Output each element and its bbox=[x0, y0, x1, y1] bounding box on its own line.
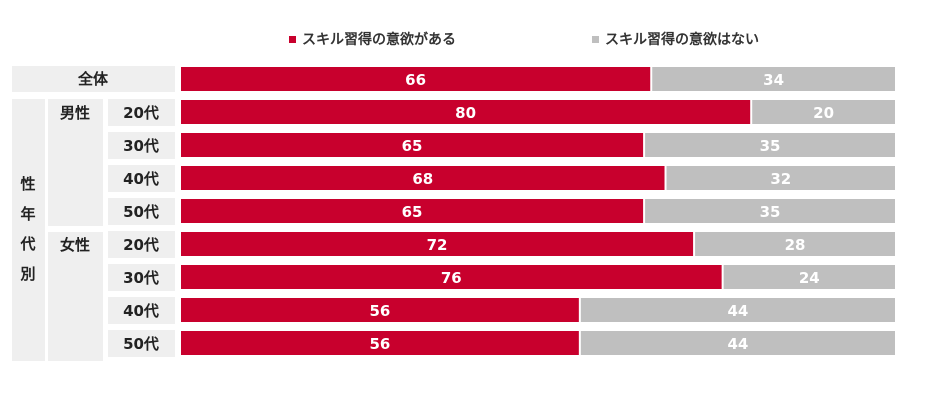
legend-label-unwilling: スキル習得の意欲はない bbox=[605, 31, 759, 48]
age-label-panel bbox=[108, 165, 175, 192]
female-label: 女性 bbox=[60, 236, 90, 254]
bar-unwilling bbox=[652, 67, 895, 91]
value-label-unwilling: 35 bbox=[760, 203, 781, 221]
bar-unwilling bbox=[580, 298, 895, 322]
group-title-panel bbox=[12, 99, 45, 361]
bar-willing bbox=[181, 331, 579, 355]
age-label-panel bbox=[108, 297, 175, 324]
value-label-willing: 76 bbox=[441, 269, 462, 287]
bar-willing bbox=[181, 100, 751, 124]
bar-unwilling bbox=[723, 265, 895, 289]
bar-willing bbox=[181, 67, 651, 91]
legend-swatch-willing bbox=[289, 36, 296, 43]
legend-label-willing: スキル習得の意欲がある bbox=[302, 31, 456, 48]
overall-label: 全体 bbox=[77, 70, 109, 88]
bar-unwilling bbox=[645, 133, 895, 157]
bar-unwilling bbox=[666, 166, 895, 190]
group-title-char-4: 別 bbox=[19, 265, 35, 283]
age-label: 40代 bbox=[123, 302, 159, 320]
value-label-willing: 66 bbox=[405, 71, 426, 89]
value-label-willing: 68 bbox=[412, 170, 433, 188]
value-label-unwilling: 34 bbox=[763, 71, 784, 89]
age-label-panel bbox=[108, 231, 175, 258]
bar-unwilling bbox=[580, 331, 895, 355]
value-label-unwilling: 44 bbox=[727, 335, 748, 353]
female-label-panel bbox=[48, 232, 103, 361]
bar-unwilling bbox=[695, 232, 895, 256]
age-label-panels bbox=[108, 99, 175, 357]
value-label-willing: 65 bbox=[402, 203, 423, 221]
value-label-unwilling: 44 bbox=[727, 302, 748, 320]
value-label-unwilling: 20 bbox=[813, 104, 834, 122]
age-label: 50代 bbox=[123, 203, 159, 221]
male-label: 男性 bbox=[60, 104, 90, 122]
value-label-unwilling: 28 bbox=[785, 236, 806, 254]
male-label-panel bbox=[48, 99, 103, 226]
bar-willing bbox=[181, 166, 665, 190]
age-label: 20代 bbox=[123, 236, 159, 254]
bar-willing bbox=[181, 298, 579, 322]
value-label-willing: 72 bbox=[427, 236, 448, 254]
bar-willing bbox=[181, 199, 644, 223]
bar-willing bbox=[181, 232, 694, 256]
value-label-willing: 80 bbox=[455, 104, 476, 122]
legend: スキル習得の意欲がある スキル習得の意欲はない bbox=[289, 31, 759, 48]
age-label: 30代 bbox=[123, 137, 159, 155]
age-label: 20代 bbox=[123, 104, 159, 122]
value-label-unwilling: 32 bbox=[770, 170, 791, 188]
group-title-char-2: 年 bbox=[20, 205, 35, 223]
value-label-unwilling: 24 bbox=[799, 269, 820, 287]
value-label-willing: 56 bbox=[369, 302, 390, 320]
overall-label-panel bbox=[12, 66, 175, 92]
age-label-panel bbox=[108, 264, 175, 291]
age-label: 40代 bbox=[123, 170, 159, 188]
age-label-panel bbox=[108, 99, 175, 126]
bar-willing bbox=[181, 133, 644, 157]
legend-swatch-unwilling bbox=[592, 36, 599, 43]
bars: 66 34 80 20 65 35 68 32 65 35 72 28 76 24 56 44 56 44 bbox=[181, 67, 895, 355]
group-title-char-1: 性 bbox=[20, 175, 35, 193]
age-label-panel bbox=[108, 330, 175, 357]
value-label-willing: 65 bbox=[402, 137, 423, 155]
age-label-panel bbox=[108, 198, 175, 225]
age-label-panel bbox=[108, 132, 175, 159]
bar-unwilling bbox=[752, 100, 895, 124]
age-label: 30代 bbox=[123, 269, 159, 287]
value-label-willing: 56 bbox=[369, 335, 390, 353]
age-label: 50代 bbox=[123, 335, 159, 353]
value-label-unwilling: 35 bbox=[760, 137, 781, 155]
group-title-char-3: 代 bbox=[19, 235, 35, 253]
bar-unwilling bbox=[645, 199, 895, 223]
bar-willing bbox=[181, 265, 722, 289]
age-labels: 20代 30代 40代 50代 20代 30代 40代 50代 bbox=[123, 104, 159, 353]
